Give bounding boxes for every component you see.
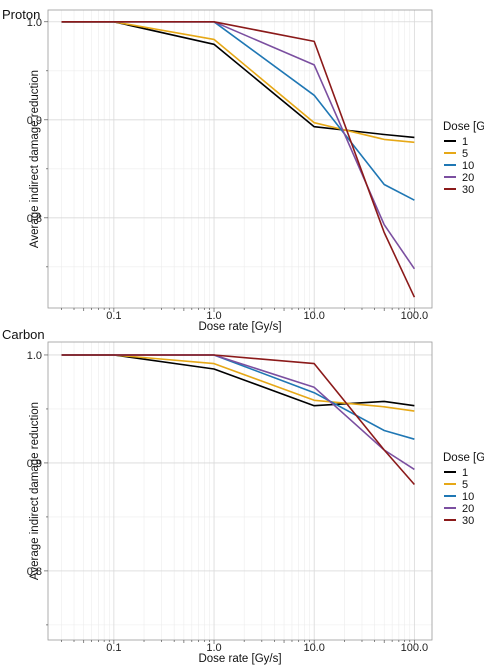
y-tick-label: 0.9 [27,458,42,470]
legend-title: Dose [Gy] [443,121,484,133]
series-line-10 [61,354,415,440]
minor-grid [48,342,432,640]
x-tick-label: 10.0 [303,310,324,322]
x-tick-label: 1.0 [206,310,221,322]
legend-label-5: 5 [462,148,468,160]
legend-label-1: 1 [462,467,468,479]
series-lines [61,354,416,486]
panel-title: Carbon [2,327,45,342]
x-axis-ticks [61,640,415,644]
y-tick-label: 0.8 [27,566,42,578]
y-tick-label: 1.0 [27,350,42,362]
x-tick-label: 10.0 [303,642,324,654]
plot-frame [47,9,433,309]
x-axis-ticks [61,308,415,312]
legend-label-10: 10 [462,491,474,503]
x-tick-label: 1.0 [206,642,221,654]
x-axis-label: Dose rate [Gy/s] [198,653,281,665]
legend-label-20: 20 [462,172,474,184]
y-axis-label: Average indirect damage reduction [29,70,41,248]
y-tick-label: 0.9 [27,115,42,127]
x-tick-label: 100.0 [401,310,429,322]
series-line-30 [61,354,416,486]
y-tick-label: 1.0 [27,17,42,29]
x-tick-label: 0.1 [106,310,121,322]
legend-label-10: 10 [462,160,474,172]
series-line-30 [61,20,416,298]
legend-title: Dose [Gy] [443,452,484,464]
plot-frame [47,341,433,641]
legend-label-1: 1 [462,136,468,148]
panel-title: Proton [2,7,40,22]
x-axis-label: Dose rate [Gy/s] [198,321,281,333]
y-tick-label: 0.8 [27,213,42,225]
x-tick-label: 0.1 [106,642,121,654]
minor-grid [48,10,432,308]
y-axis-ticks [44,21,48,268]
series-lines [61,20,416,298]
legend-label-20: 20 [462,503,474,515]
y-axis-ticks [44,354,48,626]
legend-label-30: 30 [462,515,474,527]
y-axis-label: Average indirect damage reduction [29,402,41,580]
x-tick-label: 100.0 [401,642,429,654]
legend-label-5: 5 [462,479,468,491]
legend-label-30: 30 [462,184,474,196]
